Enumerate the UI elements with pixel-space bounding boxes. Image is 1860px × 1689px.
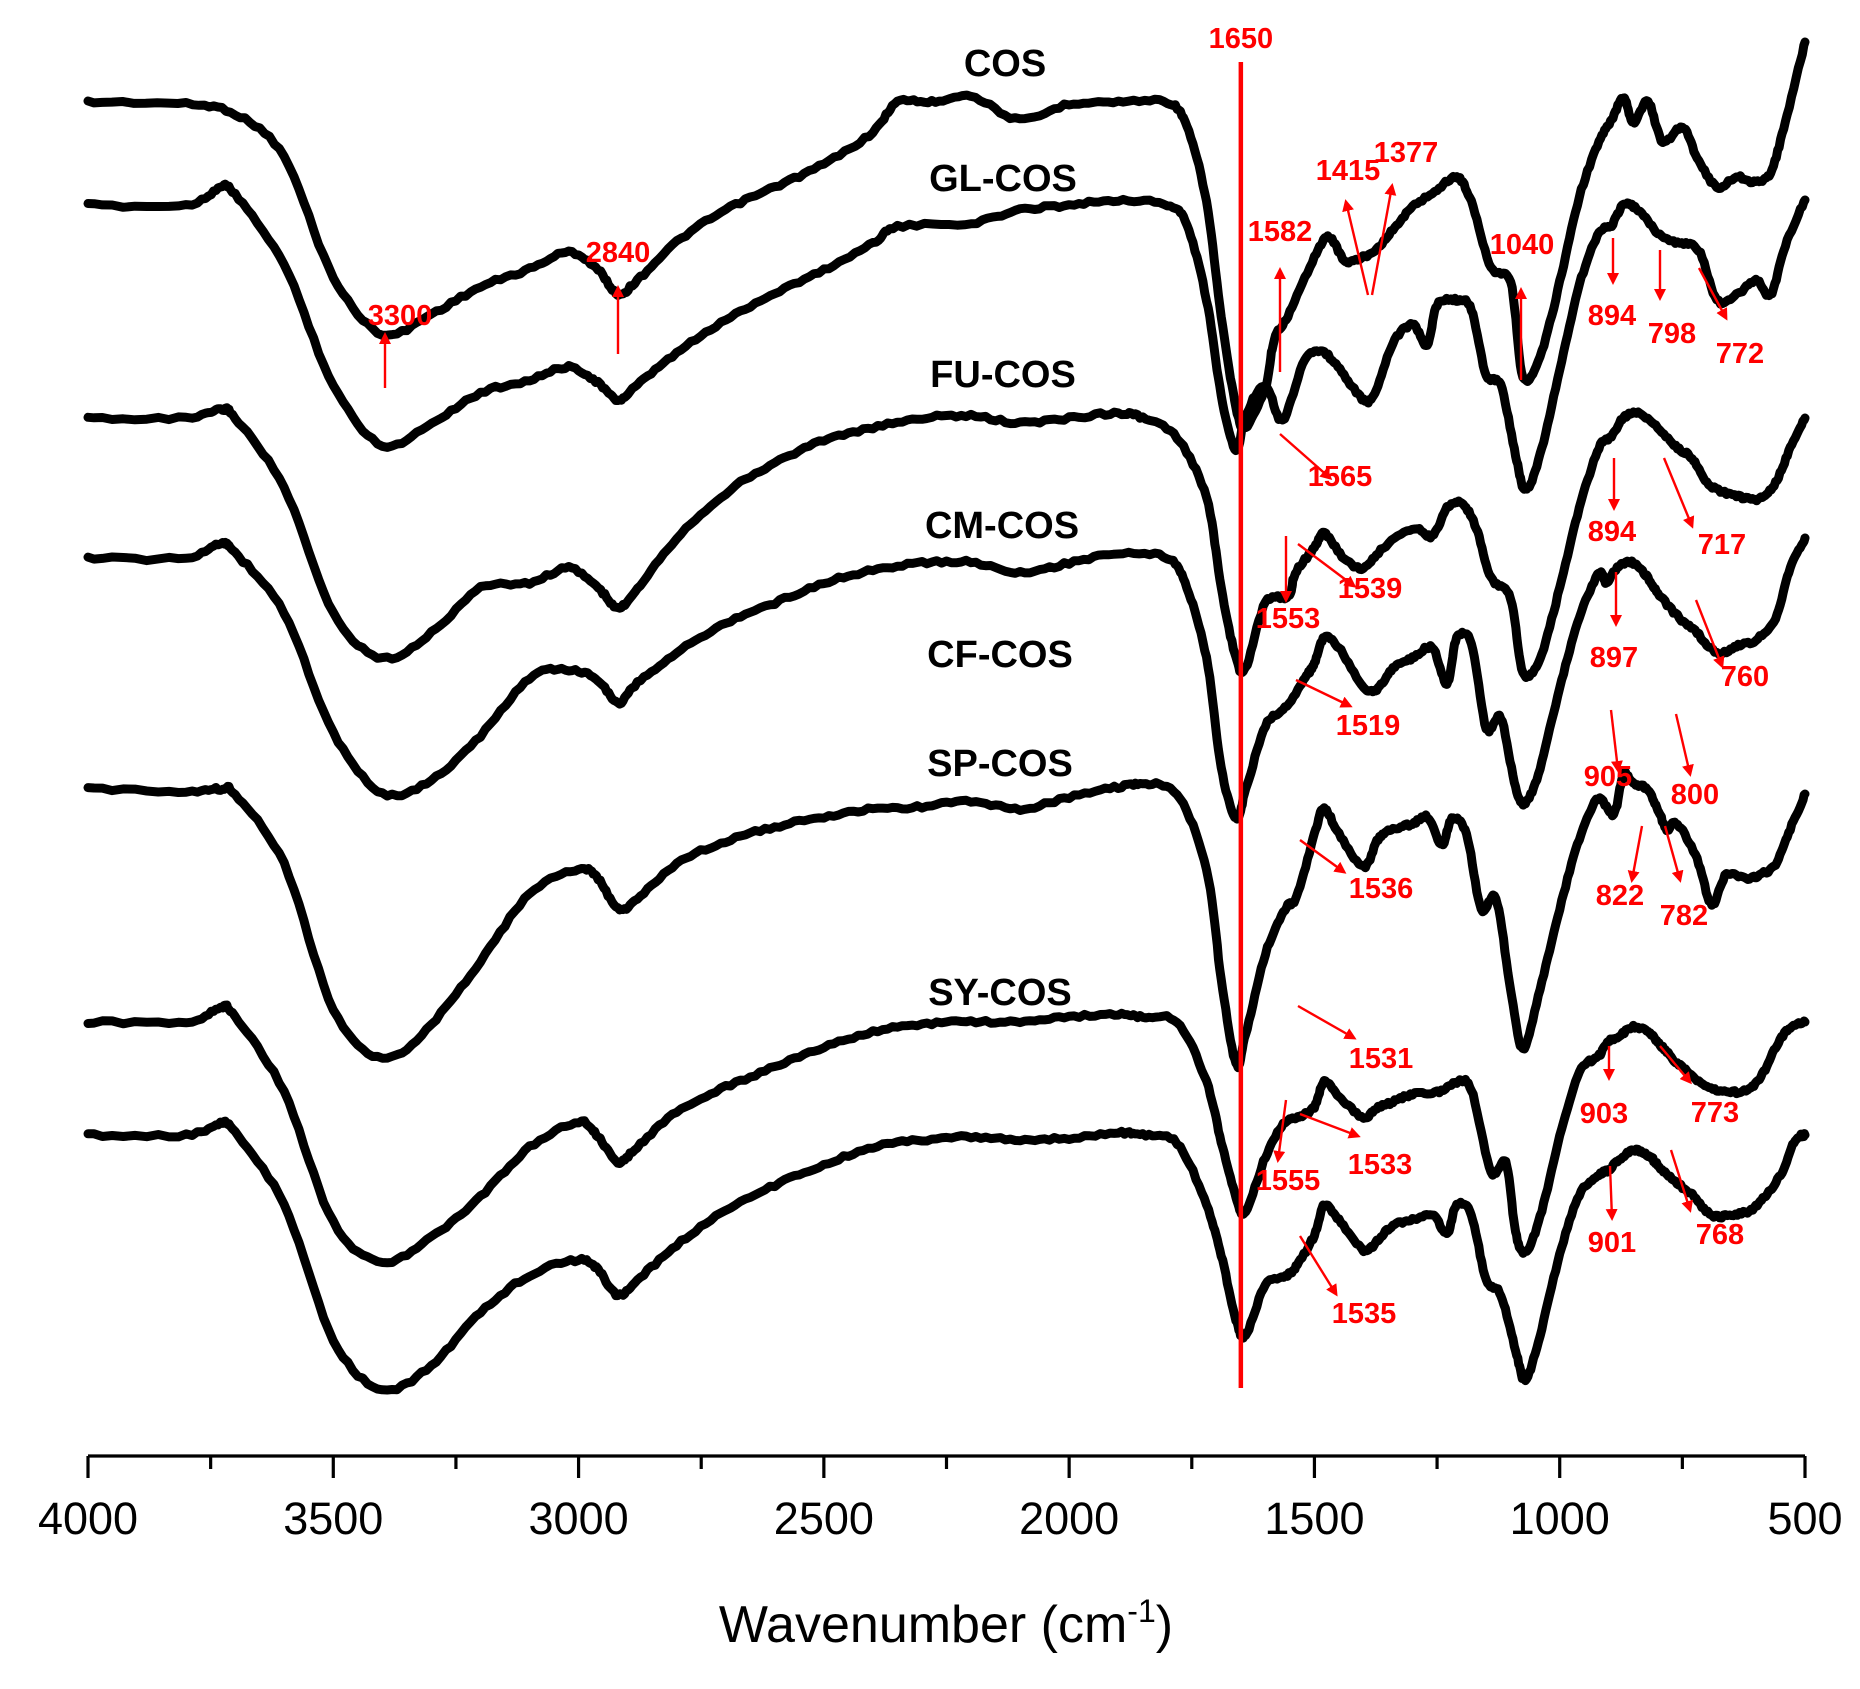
annotation-label-2840: 2840 (586, 237, 651, 269)
annotation-arrow-772 (1697, 267, 1728, 321)
annotation-arrow-1415 (1342, 199, 1370, 296)
spectrum-cos (83, 37, 1810, 433)
annotation-label-1535: 1535 (1332, 1298, 1397, 1330)
annotation-label-1519: 1519 (1336, 710, 1401, 742)
spectrum-gl-cos (83, 179, 1810, 494)
annotation-label-760: 760 (1721, 661, 1769, 693)
x-tick-label-4000: 4000 (38, 1493, 138, 1544)
annotation-label-773: 773 (1691, 1097, 1739, 1129)
annotation-label-1582: 1582 (1248, 216, 1313, 248)
x-tick-label-3000: 3000 (529, 1493, 629, 1544)
annotation-label-800: 800 (1671, 779, 1719, 811)
series-labels-group: COS GL-COS FU-COS CM-COS CF-COS SP-COS SY-COS (925, 43, 1079, 1014)
series-label-sy-cos: SY-COS (928, 972, 1072, 1014)
annotation-label-894: 894 (1588, 516, 1636, 548)
annotation-label-1533: 1533 (1348, 1149, 1413, 1181)
spectrum-cm-cos (83, 533, 1810, 824)
annotation-arrow-1555 (1273, 1099, 1288, 1163)
annotation-label-894: 894 (1588, 300, 1636, 332)
annotation-label-1555: 1555 (1256, 1165, 1321, 1197)
spectrum-sy-cos (83, 1116, 1810, 1395)
annotation-label-798: 798 (1648, 318, 1696, 350)
annotation-label-1415: 1415 (1316, 155, 1381, 187)
annotation-label-772: 772 (1716, 338, 1764, 370)
annotation-label-897: 897 (1590, 642, 1638, 674)
annotation-arrow-1533 (1299, 1112, 1361, 1139)
annotation-label-1531: 1531 (1349, 1043, 1414, 1075)
annotation-label-1377: 1377 (1374, 137, 1439, 169)
annotation-label-1553: 1553 (1256, 603, 1321, 635)
x-axis-title: Wavenumber (cm-1) (719, 1593, 1173, 1654)
annotation-arrow-1539 (1297, 543, 1357, 588)
annotation-label-905: 905 (1584, 761, 1632, 793)
annotation-arrow-905 (1609, 709, 1623, 773)
spectrum-cf-cos (83, 767, 1810, 1073)
annotation-arrow-760 (1694, 599, 1725, 669)
series-label-fu-cos: FU-COS (930, 354, 1076, 396)
x-tick-label-1500: 1500 (1264, 1493, 1364, 1544)
spectrum-sp-cos (83, 1000, 1810, 1268)
x-axis-ticks: 4000 3500 3000 2500 2000 1500 1000 500 (38, 1456, 1843, 1544)
series-label-cm-cos: CM-COS (925, 505, 1079, 547)
annotation-label-782: 782 (1660, 900, 1708, 932)
annotation-arrow-717 (1662, 457, 1695, 529)
annotation-label-1565: 1565 (1308, 461, 1373, 493)
annotation-arrow-782 (1663, 825, 1684, 883)
series-label-gl-cos: GL-COS (929, 158, 1077, 200)
x-tick-label-3500: 3500 (283, 1493, 383, 1544)
annotation-label-822: 822 (1596, 880, 1644, 912)
annotation-arrow-822 (1627, 825, 1644, 883)
reference-line-label: 1650 (1209, 23, 1274, 55)
annotation-arrow-1519 (1295, 678, 1353, 708)
x-axis-title-main: Wavenumber (cm (719, 1596, 1127, 1654)
annotation-label-903: 903 (1580, 1098, 1628, 1130)
annotation-label-768: 768 (1696, 1219, 1744, 1251)
annotation-label-1040: 1040 (1490, 229, 1555, 261)
series-label-cos: COS (964, 43, 1046, 85)
x-tick-label-2500: 2500 (774, 1493, 874, 1544)
series-label-sp-cos: SP-COS (927, 743, 1073, 785)
annotation-arrow-901 (1605, 1165, 1618, 1221)
annotation-label-1539: 1539 (1338, 573, 1403, 605)
annotation-label-901: 901 (1588, 1227, 1636, 1259)
x-axis-title-superscript: -1 (1127, 1593, 1155, 1629)
annotation-label-1536: 1536 (1349, 873, 1414, 905)
annotation-arrow-800 (1674, 713, 1694, 777)
annotation-arrow-1565 (1279, 433, 1333, 480)
x-tick-label-2000: 2000 (1019, 1493, 1119, 1544)
annotation-arrow-1531 (1297, 1004, 1357, 1040)
annotation-arrow-1377 (1370, 183, 1397, 296)
x-tick-label-500: 500 (1767, 1493, 1842, 1544)
x-tick-label-1000: 1000 (1510, 1493, 1610, 1544)
annotation-label-717: 717 (1698, 529, 1746, 561)
x-axis-title-close: ) (1156, 1596, 1173, 1654)
series-label-cf-cos: CF-COS (927, 634, 1073, 676)
annotation-arrow-773 (1659, 1045, 1692, 1085)
annotation-arrow-1536 (1299, 839, 1347, 874)
annotation-label-3300: 3300 (368, 300, 433, 332)
annotation-arrow-768 (1669, 1149, 1694, 1213)
annotation-arrow-1535 (1298, 1235, 1338, 1297)
